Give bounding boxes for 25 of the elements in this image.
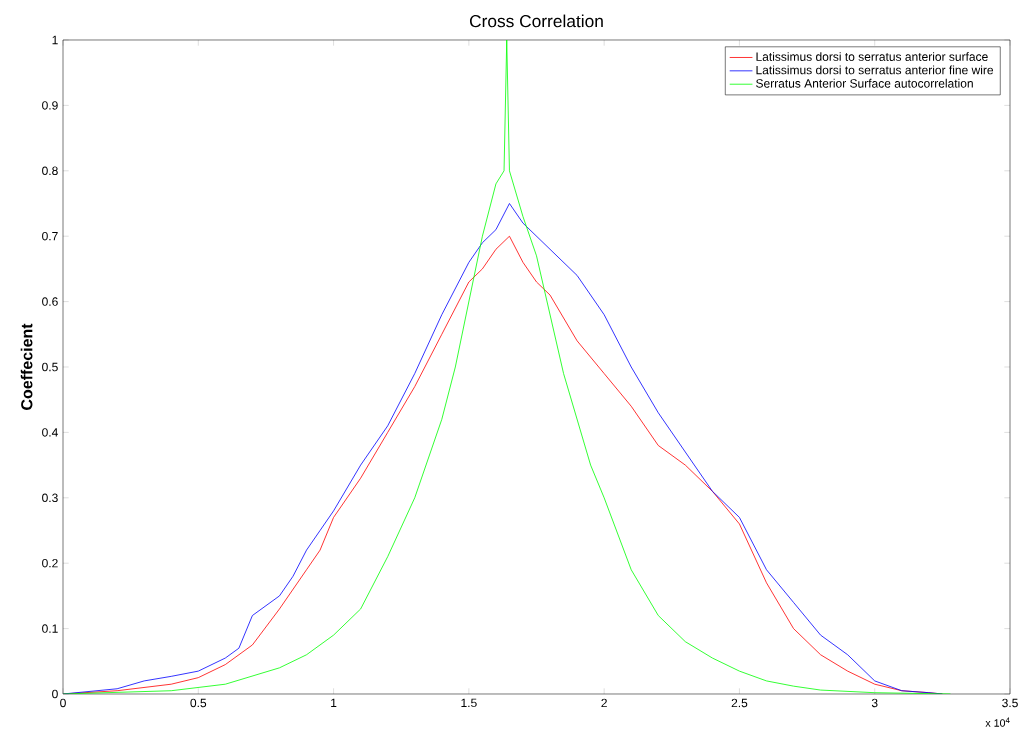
chart-title: Cross Correlation [469, 14, 603, 28]
y-tick-label: 0.5 [42, 362, 58, 372]
legend-label: Latissimus dorsi to serratus anterior fine wire [756, 65, 994, 75]
y-tick-label: 0.9 [42, 101, 58, 110]
y-tick-label: 0.6 [42, 297, 58, 306]
x-tick-label: 1 [331, 698, 337, 707]
legend-label: Serratus Anterior Surface autocorrelation [756, 78, 973, 88]
text: x 10$^{4}$ [985, 717, 1010, 727]
legend-label: Latissimus dorsi to serratus anterior surface [756, 52, 988, 61]
y-tick-label: 0 [52, 689, 58, 699]
y-axis-title: Coeffecient [20, 323, 33, 410]
x-tick-label: 0 [60, 698, 66, 708]
y-tick-label: 0.1 [42, 624, 58, 633]
x-tick-label: 2 [601, 698, 607, 708]
y-tick-label: 1 [52, 35, 58, 45]
x-tick-label: 2.5 [731, 698, 748, 708]
y-tick-label: 0.3 [42, 493, 58, 503]
y-tick-label: 0.8 [42, 166, 58, 176]
y-tick-label: 0.2 [42, 558, 58, 568]
x-tick-label: 3 [871, 698, 878, 708]
x-tick-label: 3.5 [1002, 698, 1018, 708]
y-tick-label: 0.4 [42, 428, 58, 437]
y-tick-label: 0.7 [42, 231, 58, 241]
x-tick-label: 1.5 [461, 698, 477, 708]
x-tick-label: 0.5 [190, 698, 207, 708]
